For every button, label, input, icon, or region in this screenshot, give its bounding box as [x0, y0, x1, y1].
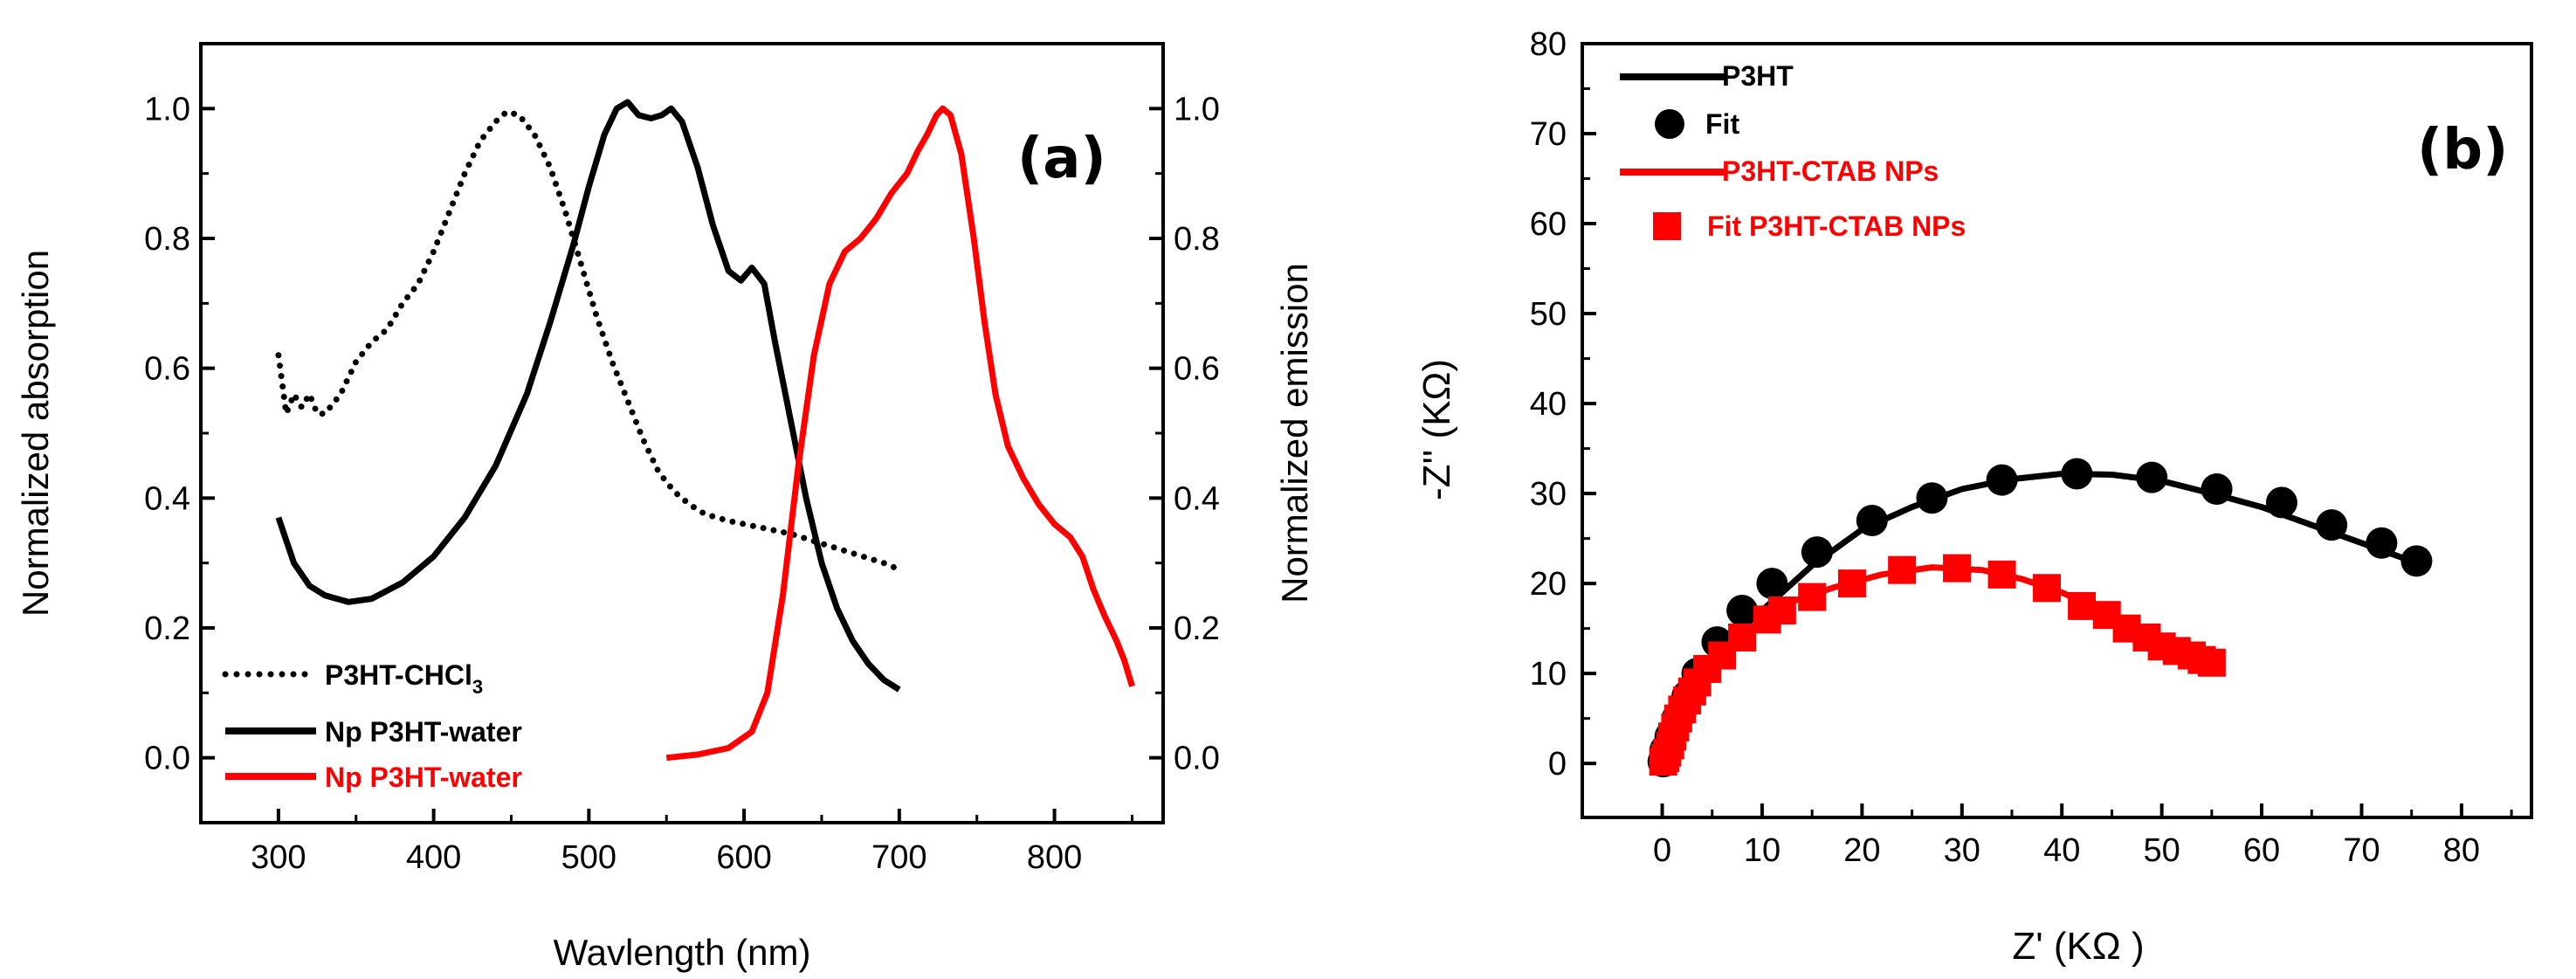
- b-x-tick-label-7: 70: [2343, 832, 2380, 869]
- a-y-tick-label-0: 0.0: [144, 741, 190, 777]
- legend-b-label-3: P3HT-CTAB NPs: [1722, 155, 1939, 187]
- b-x-tick-label-0: 0: [1653, 832, 1671, 869]
- b-x-tick-label-5: 50: [2144, 832, 2180, 869]
- b-y-tick-label-2: 20: [1530, 566, 1567, 603]
- b-fit-ctab-point-20: [1987, 560, 2016, 589]
- b-y-tick-label-7: 70: [1530, 116, 1567, 153]
- panel-b-plot-frame: [1581, 42, 2533, 819]
- a-y-tick-label-2: 0.4: [144, 480, 190, 517]
- legend-b-label-2: Fit: [1705, 108, 1739, 140]
- b-fit-point-13: [2061, 458, 2093, 490]
- a-x-tick-label-3: 600: [716, 839, 771, 876]
- b-fit-point-11: [1916, 482, 1948, 514]
- a-y2-tick-label-2: 0.4: [1174, 480, 1220, 517]
- panel-b-x-axis-label: Z' (KΩ ): [2012, 925, 2144, 968]
- a-y-tick-label-4: 0.8: [144, 221, 190, 258]
- a-y2-tick-label-3: 0.6: [1174, 351, 1220, 388]
- a-y-tick-label-5: 1.0: [144, 91, 190, 128]
- b-y-tick-label-5: 50: [1530, 296, 1567, 333]
- legend-b-label-1: P3HT: [1722, 60, 1794, 92]
- panel-b-y-ticks: 0 10 20 30 40 50 60 70 80: [1530, 26, 1596, 783]
- panel-a-absorption-emission-chart: 300 400 500 600 700 800 0.0 0.2 0.4 0.6 0.8 1.0 0.…: [15, 42, 1315, 973]
- a-y2-tick-label-4: 0.8: [1174, 221, 1220, 258]
- legend-a-label-1: P3HT-CHCl3: [325, 659, 483, 698]
- legend-b-swatch-fit: [1655, 109, 1684, 139]
- b-fit-point-15: [2201, 472, 2233, 505]
- legend-b-swatch-fit-ctab: [1653, 212, 1681, 240]
- b-y-tick-label-6: 60: [1530, 206, 1567, 243]
- b-y-tick-label-4: 40: [1530, 386, 1567, 423]
- b-fit-ctab-point-30: [2197, 648, 2226, 677]
- a-series-line-2: [665, 105, 1135, 762]
- b-fit-point-17: [2316, 509, 2348, 541]
- panel-a-label: (a): [1017, 127, 1106, 191]
- panel-a-y2-axis-label: Normalized emission: [1274, 263, 1315, 603]
- panel-b-y-axis-label: -Z'' (KΩ): [1415, 359, 1458, 500]
- b-fit-point-16: [2265, 486, 2297, 519]
- legend-b-label-4: Fit P3HT-CTAB NPs: [1707, 210, 1966, 242]
- panel-b-x-ticks: 0 10 20 30 40 50 60 70 80: [1653, 803, 2513, 869]
- a-series-line-1: [275, 99, 901, 693]
- b-fit-ctab-point-18: [1888, 555, 1917, 584]
- panel-b-label: (b): [2417, 118, 2508, 183]
- panel-a-series: [275, 99, 1135, 762]
- panel-a-y2-ticks: 0.0 0.2 0.4 0.6 0.8 1.0: [1149, 42, 1220, 777]
- b-y-tick-label-8: 80: [1530, 26, 1567, 63]
- b-x-tick-label-4: 40: [2043, 832, 2080, 869]
- a-y2-tick-label-5: 1.0: [1174, 91, 1220, 128]
- b-fit-ctab-point-21: [2033, 574, 2062, 603]
- panel-a-y-ticks: 0.0 0.2 0.4 0.6 0.8 1.0: [144, 42, 215, 777]
- a-x-tick-label-4: 700: [871, 839, 926, 876]
- b-fit-point-19: [2400, 545, 2433, 577]
- b-fit-point-8: [1756, 568, 1788, 600]
- panel-b-series: [1647, 458, 2433, 778]
- b-fit-point-7: [1726, 595, 1759, 627]
- a-x-tick-label-2: 500: [561, 839, 616, 876]
- b-fit-point-10: [1856, 505, 1888, 537]
- b-fit-ctab-point-13: [1728, 623, 1757, 652]
- b-fit-ctab-point-16: [1798, 583, 1827, 611]
- panel-a-x-ticks: 300 400 500 600 700 800: [251, 809, 1133, 876]
- panel-a-y-axis-label: Normalized absorption: [15, 250, 56, 617]
- b-fit-ctab-point-15: [1767, 596, 1796, 625]
- b-fit-point-18: [2366, 527, 2398, 559]
- a-y2-tick-label-1: 0.2: [1174, 610, 1220, 647]
- b-x-tick-label-1: 10: [1744, 832, 1780, 869]
- legend-a-label-3: Np P3HT-water: [325, 762, 522, 793]
- b-y-tick-label-1: 10: [1530, 656, 1567, 693]
- b-y-tick-label-0: 0: [1548, 746, 1567, 783]
- a-y2-tick-label-0: 0.0: [1174, 741, 1220, 777]
- b-x-tick-label-2: 20: [1843, 832, 1880, 869]
- a-y-tick-label-1: 0.2: [144, 610, 190, 647]
- b-fit-point-14: [2136, 461, 2168, 493]
- b-fit-point-12: [1986, 464, 2018, 496]
- b-x-tick-label-8: 80: [2443, 832, 2480, 869]
- a-y-tick-label-3: 0.6: [144, 351, 190, 388]
- b-fit-point-9: [1801, 536, 1833, 569]
- b-fit-ctab-point-19: [1943, 554, 1972, 583]
- panel-a-legend: P3HT-CHCl3 Np P3HT-water Np P3HT-water: [222, 659, 522, 793]
- a-x-tick-label-1: 400: [406, 839, 461, 876]
- b-fit-ctab-point-17: [1837, 569, 1866, 598]
- panel-a-x-axis-label: Wavlength (nm): [554, 932, 811, 973]
- b-x-tick-label-6: 60: [2243, 832, 2280, 869]
- b-y-tick-label-3: 30: [1530, 476, 1567, 513]
- a-x-tick-label-5: 800: [1027, 839, 1082, 876]
- b-x-tick-label-3: 30: [1944, 832, 1980, 869]
- a-series-line-0: [275, 108, 903, 573]
- legend-a-label-2: Np P3HT-water: [325, 716, 522, 748]
- a-x-tick-label-0: 300: [251, 839, 306, 876]
- b-fit-ctab-point-22: [2068, 591, 2097, 620]
- panel-b-legend: P3HT Fit P3HT-CTAB NPs Fit P3HT-CTAB NPs: [1620, 60, 1966, 242]
